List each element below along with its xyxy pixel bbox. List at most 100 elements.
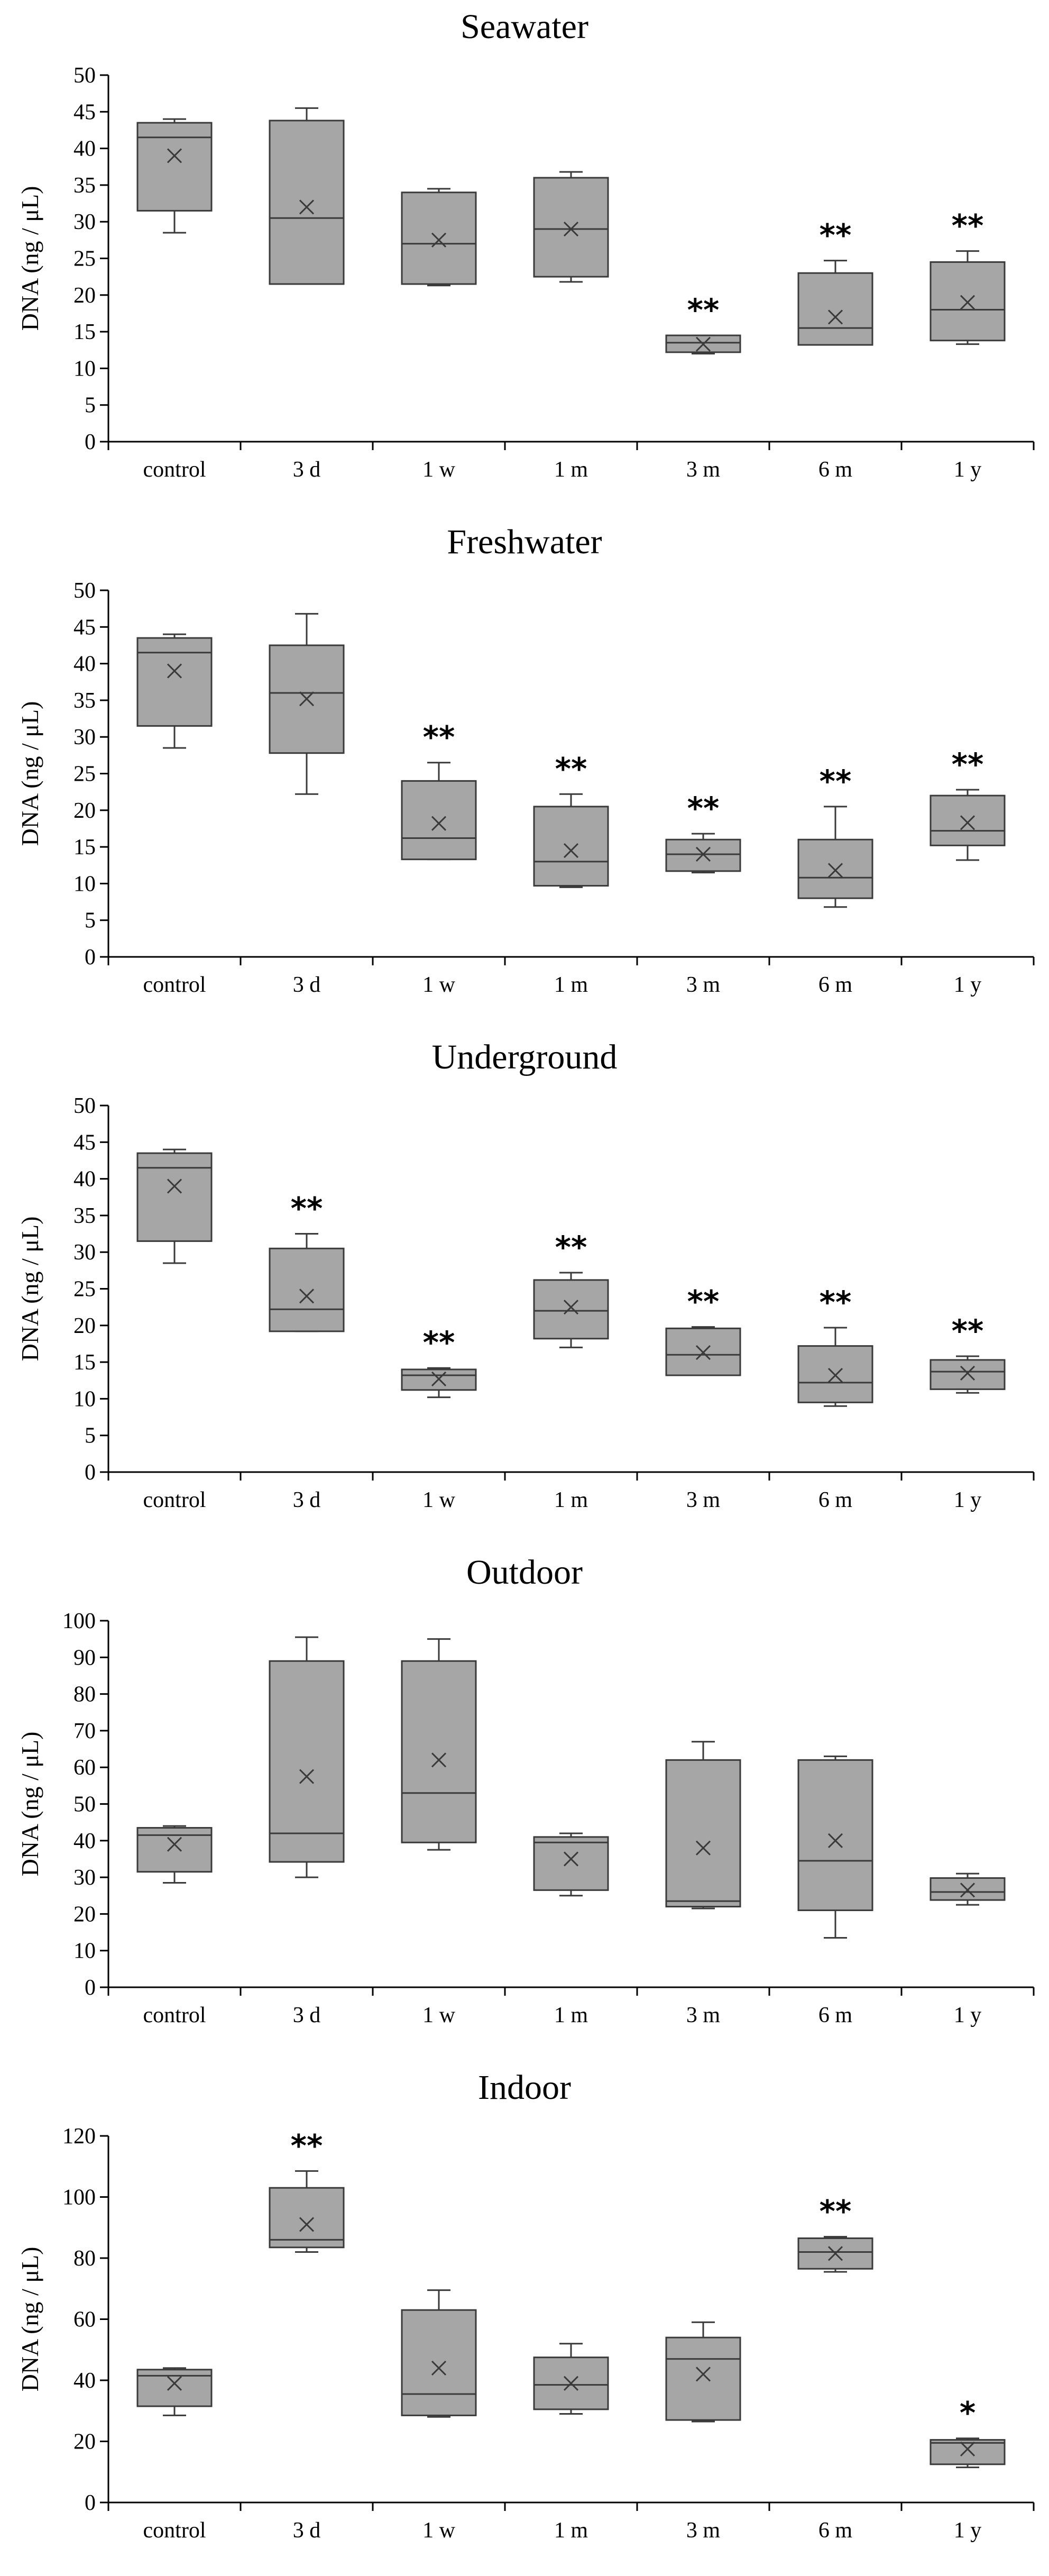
box-iqr bbox=[533, 1279, 609, 1340]
y-axis-label: DNA (ng / μL) bbox=[16, 2247, 43, 2392]
box-1-w bbox=[401, 188, 477, 287]
x-tick-label: 3 m bbox=[686, 973, 721, 997]
y-tick-label: 5 bbox=[85, 909, 96, 933]
significance-label: ** bbox=[687, 292, 720, 328]
x-tick-label: control bbox=[143, 1488, 206, 1512]
box-6-m: ** bbox=[797, 1284, 873, 1407]
mean-marker bbox=[827, 1833, 843, 1848]
mean-marker bbox=[299, 1289, 315, 1304]
box-1-w bbox=[401, 2289, 477, 2418]
chart-panel-seawater: Seawater DNA (ng / μL) 0 5 10 15 20 25 30 35 40 45 5… bbox=[0, 0, 1049, 515]
y-tick-label: 40 bbox=[73, 2369, 96, 2393]
chart-svg-outdoor: Outdoor DNA (ng / μL) 0 10 20 30 40 50 60 70 80 90 1… bbox=[16, 1553, 1035, 2027]
mean-marker bbox=[827, 1367, 843, 1383]
x-tick-label: control bbox=[143, 2518, 206, 2543]
box-iqr bbox=[401, 1368, 477, 1391]
box-1-y: ** bbox=[930, 1313, 1006, 1394]
y-tick-label: 40 bbox=[73, 1829, 96, 1853]
chart-panel-underground: Underground DNA (ng / μL) 0 5 10 15 20 25 30 35 40… bbox=[0, 1030, 1049, 1546]
y-axis-label: DNA (ng / μL) bbox=[16, 1732, 43, 1877]
y-tick-label: 50 bbox=[73, 1094, 96, 1118]
x-tick-label: 1 w bbox=[422, 2518, 456, 2543]
y-tick-label: 0 bbox=[85, 430, 96, 454]
box-iqr bbox=[930, 1359, 1006, 1390]
y-tick-label: 10 bbox=[73, 1939, 96, 1963]
box-iqr bbox=[797, 272, 873, 346]
y-tick-label: 50 bbox=[73, 63, 96, 88]
y-tick-label: 15 bbox=[73, 1350, 96, 1375]
significance-label: ** bbox=[555, 1229, 587, 1265]
significance-label: ** bbox=[423, 1324, 455, 1360]
y-tick-label: 20 bbox=[73, 1314, 96, 1338]
chart-svg-underground: Underground DNA (ng / μL) 0 5 10 15 20 25 30 35 40… bbox=[16, 1038, 1035, 1512]
x-tick-label: 1 w bbox=[422, 1488, 456, 1512]
box-control bbox=[136, 633, 213, 749]
chart-title: Underground bbox=[432, 1038, 618, 1076]
box-1-w: ** bbox=[401, 719, 477, 861]
x-tick-label: 3 m bbox=[686, 2518, 721, 2543]
box-control bbox=[136, 1825, 213, 1884]
y-tick-label: 100 bbox=[62, 1609, 96, 1633]
box-1-y: ** bbox=[930, 746, 1006, 861]
mean-marker bbox=[563, 2376, 579, 2391]
mean-marker bbox=[167, 1837, 182, 1852]
y-tick-label: 35 bbox=[73, 1204, 96, 1228]
box-1-m: ** bbox=[533, 1229, 609, 1348]
mean-marker bbox=[299, 199, 315, 215]
box-iqr bbox=[533, 806, 609, 887]
significance-label: ** bbox=[820, 1284, 852, 1320]
y-tick-label: 50 bbox=[73, 579, 96, 603]
x-tick-label: 1 m bbox=[554, 2003, 588, 2027]
box-control bbox=[136, 1148, 213, 1264]
significance-label: ** bbox=[687, 790, 720, 826]
box-1-m bbox=[533, 2343, 609, 2415]
x-tick-label: 1 y bbox=[954, 2518, 982, 2543]
box-3-m bbox=[665, 1741, 741, 1910]
mean-marker bbox=[431, 816, 447, 831]
mean-marker bbox=[167, 663, 182, 679]
mean-marker bbox=[563, 1851, 579, 1867]
mean-marker bbox=[431, 1371, 447, 1387]
box-3-m bbox=[665, 2321, 741, 2423]
mean-marker bbox=[167, 1179, 182, 1194]
box-iqr bbox=[401, 780, 477, 861]
x-tick-label: 1 w bbox=[422, 458, 456, 482]
chart-panel-indoor: Indoor DNA (ng / μL) 0 20 40 60 80 100 120 contro… bbox=[0, 2061, 1049, 2576]
x-tick-label: 1 w bbox=[422, 2003, 456, 2027]
significance-label: ** bbox=[820, 763, 852, 799]
y-tick-label: 100 bbox=[62, 2186, 96, 2210]
y-tick-label: 40 bbox=[73, 1167, 96, 1192]
y-tick-label: 45 bbox=[73, 1130, 96, 1155]
box-iqr bbox=[269, 120, 345, 285]
box-iqr bbox=[269, 1247, 345, 1332]
box-control bbox=[136, 2367, 213, 2416]
y-tick-label: 60 bbox=[73, 2308, 96, 2332]
mean-marker bbox=[167, 2376, 182, 2391]
chart-svg-seawater: Seawater DNA (ng / μL) 0 5 10 15 20 25 30 35 40 45 5… bbox=[16, 7, 1035, 482]
x-tick-label: 3 d bbox=[293, 2518, 321, 2543]
x-tick-label: 1 m bbox=[554, 2518, 588, 2543]
y-tick-label: 30 bbox=[73, 1240, 96, 1265]
y-tick-label: 70 bbox=[73, 1719, 96, 1743]
y-tick-label: 10 bbox=[73, 872, 96, 896]
significance-label: ** bbox=[952, 1313, 984, 1349]
x-tick-label: 1 y bbox=[954, 2003, 982, 2027]
box-6-m: ** bbox=[797, 763, 873, 908]
y-tick-label: 10 bbox=[73, 357, 96, 381]
significance-label: ** bbox=[423, 719, 455, 755]
mean-marker bbox=[960, 2441, 976, 2456]
significance-label: ** bbox=[291, 1191, 323, 1227]
box-3-d bbox=[269, 613, 345, 795]
mean-marker bbox=[960, 815, 976, 830]
x-tick-label: 3 d bbox=[293, 2003, 321, 2027]
y-tick-label: 15 bbox=[73, 320, 96, 344]
mean-marker bbox=[431, 1752, 447, 1768]
chart-panel-outdoor: Outdoor DNA (ng / μL) 0 10 20 30 40 50 60 70 80 90 1… bbox=[0, 1546, 1049, 2061]
mean-marker bbox=[563, 843, 579, 858]
mean-marker bbox=[299, 691, 315, 707]
chart-title: Indoor bbox=[478, 2068, 571, 2107]
mean-marker bbox=[827, 309, 843, 325]
chart-title: Seawater bbox=[461, 7, 588, 46]
x-tick-label: 6 m bbox=[818, 1488, 853, 1512]
box-3-m: ** bbox=[665, 292, 741, 355]
